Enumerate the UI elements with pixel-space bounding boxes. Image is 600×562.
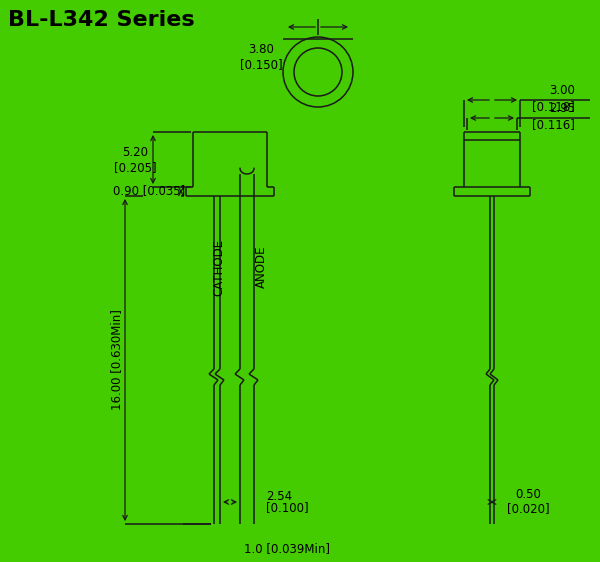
Text: 3.00: 3.00 (549, 84, 575, 97)
Text: [0.116]: [0.116] (532, 119, 575, 132)
Text: [0.118]: [0.118] (532, 101, 575, 114)
Text: BL-L342 Series: BL-L342 Series (8, 10, 194, 30)
Text: 5.20
[0.205]: 5.20 [0.205] (113, 146, 157, 174)
Text: 2.54: 2.54 (266, 490, 292, 502)
Text: CATHODE: CATHODE (212, 238, 226, 296)
Text: [0.100]: [0.100] (266, 501, 308, 514)
Text: 16.00 [0.630Min]: 16.00 [0.630Min] (110, 310, 124, 410)
Text: 1.0 [0.039Min]: 1.0 [0.039Min] (244, 542, 330, 555)
Text: 3.80
[0.150]: 3.80 [0.150] (239, 43, 283, 71)
Text: ANODE: ANODE (254, 246, 268, 288)
Text: 0.50: 0.50 (515, 488, 541, 501)
Text: 0.90 [0.035]: 0.90 [0.035] (113, 184, 185, 197)
Text: [0.020]: [0.020] (506, 502, 550, 515)
Text: 2.95: 2.95 (549, 102, 575, 116)
